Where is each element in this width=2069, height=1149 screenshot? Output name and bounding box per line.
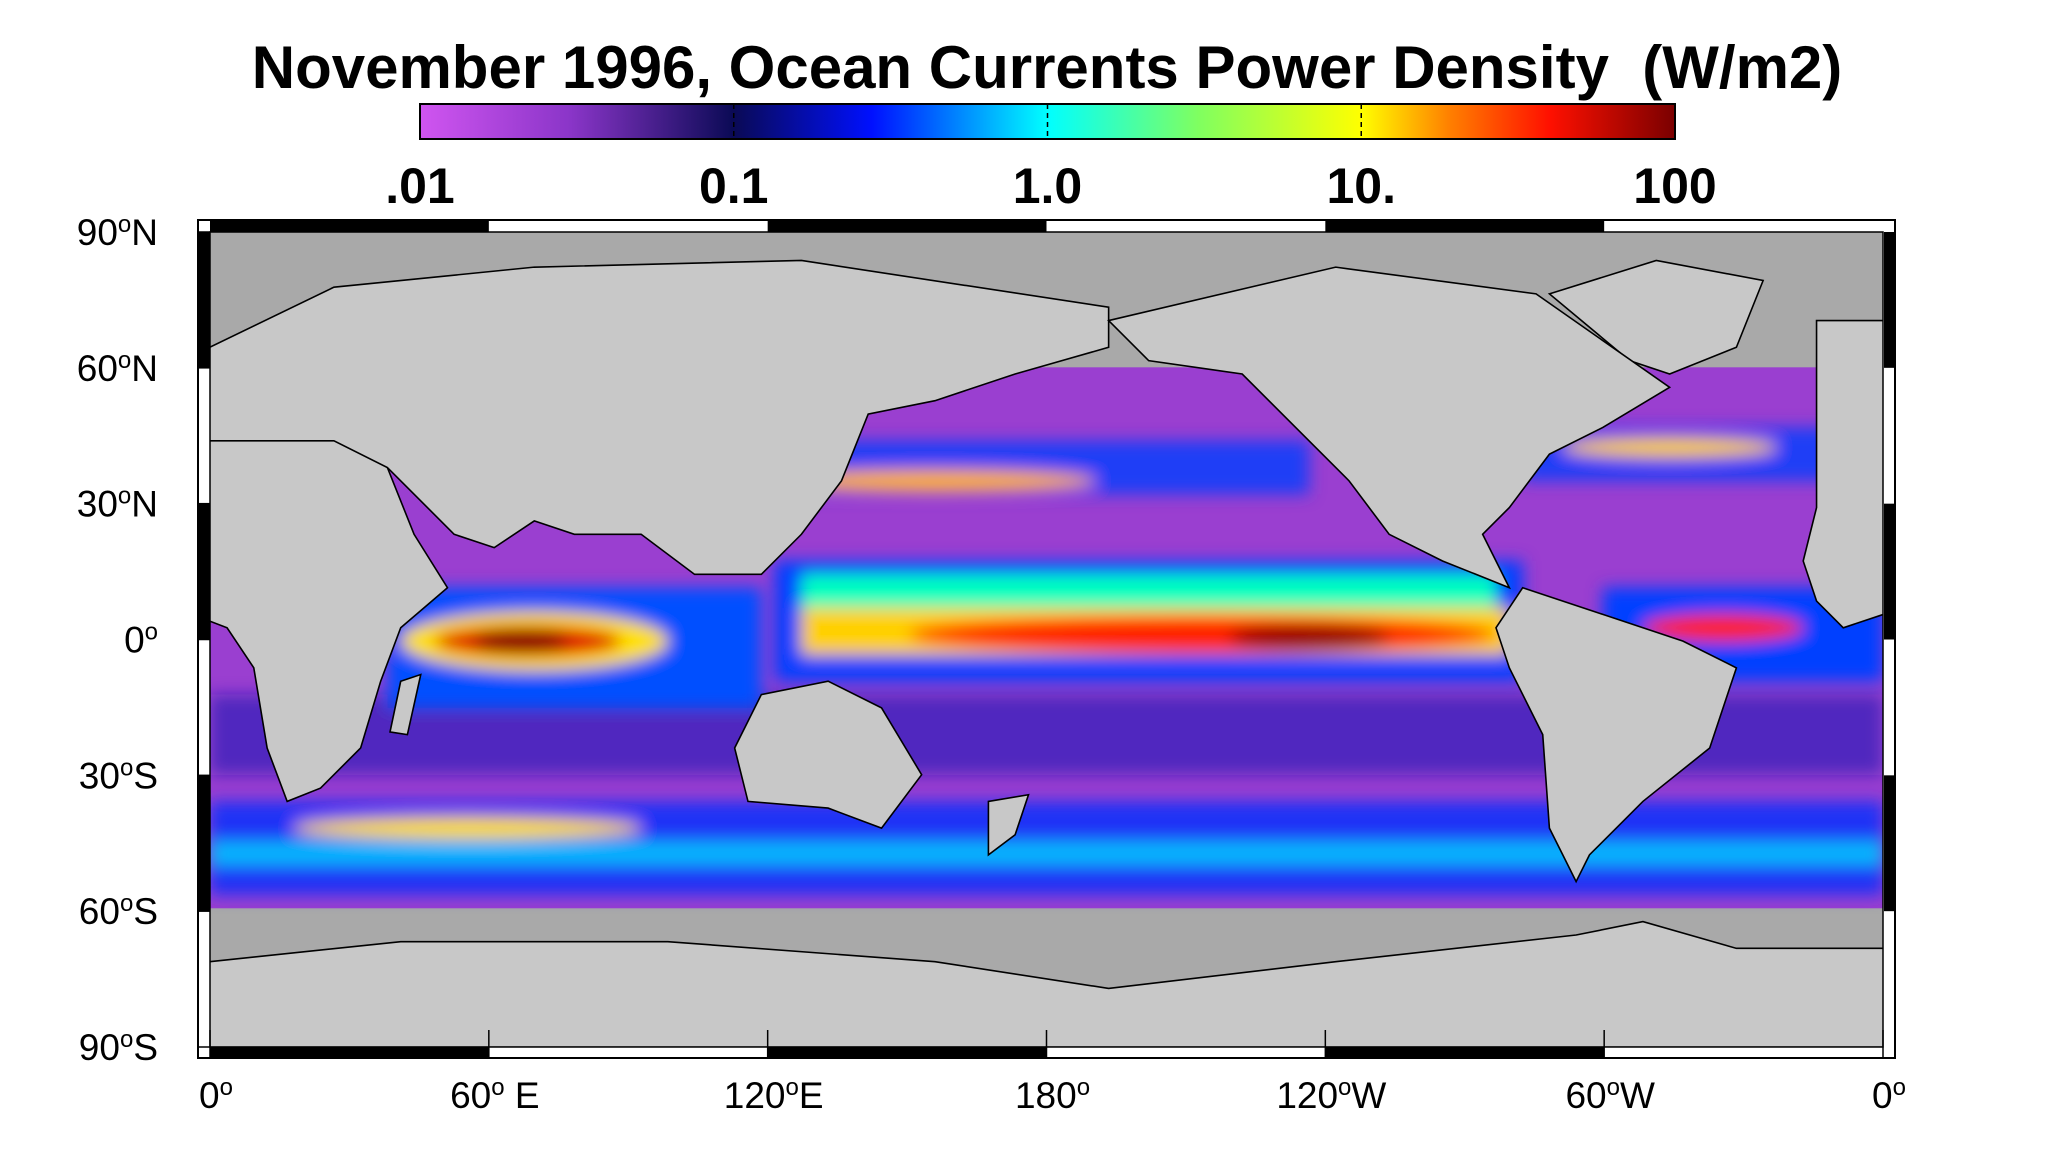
axis-tick-label: 60oN xyxy=(77,346,158,389)
label-part: 60 xyxy=(1565,1075,1606,1116)
colorbar-tick-label: 100 xyxy=(1633,158,1716,214)
label-part: 0 xyxy=(124,620,145,661)
label-part: S xyxy=(133,755,158,796)
label-part: 30 xyxy=(77,484,118,525)
axis-tick-label: 180o xyxy=(1015,1074,1090,1117)
frame-segment xyxy=(1325,1047,1605,1058)
axis-tick-label: 90oN xyxy=(77,211,158,254)
label-part: 180 xyxy=(1015,1075,1077,1116)
label-part: 30 xyxy=(79,755,120,796)
label-part: N xyxy=(131,348,158,389)
label-part: 60 xyxy=(450,1075,491,1116)
label-part: E xyxy=(799,1075,824,1116)
frame-segment xyxy=(199,775,210,912)
frame-segment xyxy=(767,221,1047,232)
degree-mark: o xyxy=(120,754,133,781)
map-art xyxy=(209,232,1884,1048)
degree-mark: o xyxy=(120,1026,133,1053)
degree-mark: o xyxy=(786,1074,799,1101)
degree-mark: o xyxy=(220,1074,233,1101)
label-part: 120 xyxy=(724,1075,786,1116)
degree-mark: o xyxy=(118,346,131,373)
degree-mark: o xyxy=(118,482,131,509)
frame-segment xyxy=(767,1047,1047,1058)
axis-tick-label: 0o xyxy=(1872,1074,1906,1117)
label-part: 0 xyxy=(1872,1075,1893,1116)
axis-tick-label: 0o xyxy=(199,1074,233,1117)
label-part: S xyxy=(133,891,158,932)
colorbar-tick-label: 0.1 xyxy=(699,158,769,214)
land xyxy=(209,259,1884,1048)
degree-mark: o xyxy=(118,211,131,238)
label-part: 60 xyxy=(79,891,120,932)
colorbar-tick-label: .01 xyxy=(385,158,455,214)
label-part: 60 xyxy=(77,348,118,389)
label-part: 0 xyxy=(199,1075,220,1116)
axis-tick-label: 120oW xyxy=(1276,1074,1386,1117)
axis-tick-label: 0o xyxy=(124,618,158,661)
frame-segment xyxy=(1884,775,1895,912)
label-part: N xyxy=(131,484,158,525)
label-part: N xyxy=(131,212,158,253)
degree-mark: o xyxy=(1338,1074,1351,1101)
title: November 1996, Ocean Currents Power Dens… xyxy=(252,34,1843,101)
axis-tick-label: 120oE xyxy=(724,1074,824,1117)
axis-tick-label: 90oS xyxy=(79,1026,158,1069)
frame-segment xyxy=(199,503,210,640)
degree-mark: o xyxy=(1893,1074,1906,1101)
label-part: E xyxy=(505,1075,540,1116)
label-part: W xyxy=(1351,1075,1386,1116)
axis-tick-label: 60oW xyxy=(1565,1074,1655,1117)
frame-segment xyxy=(1884,232,1895,368)
degree-mark: o xyxy=(491,1074,504,1101)
frame-segment xyxy=(1325,221,1605,232)
frame-segment xyxy=(210,1047,489,1058)
label-part: W xyxy=(1620,1075,1655,1116)
colorbar-tick-label: 10. xyxy=(1326,158,1396,214)
frame-segment xyxy=(1884,503,1895,640)
label-part: 90 xyxy=(79,1027,120,1068)
degree-mark: o xyxy=(1607,1074,1620,1101)
degree-mark: o xyxy=(1077,1074,1090,1101)
axis-tick-label: 30oN xyxy=(77,482,158,525)
axis-tick-label: 60oS xyxy=(79,890,158,933)
label-part: 90 xyxy=(77,212,118,253)
degree-mark: o xyxy=(120,890,133,917)
frame-segment xyxy=(210,221,489,232)
label-part: S xyxy=(133,1027,158,1068)
axis-tick-label: 60o E xyxy=(450,1074,539,1117)
label-part: 120 xyxy=(1276,1075,1338,1116)
degree-mark: o xyxy=(145,618,158,645)
colorbar-tick-label: 1.0 xyxy=(1013,158,1083,214)
frame-segment xyxy=(199,232,210,368)
axis-tick-label: 30oS xyxy=(79,754,158,797)
